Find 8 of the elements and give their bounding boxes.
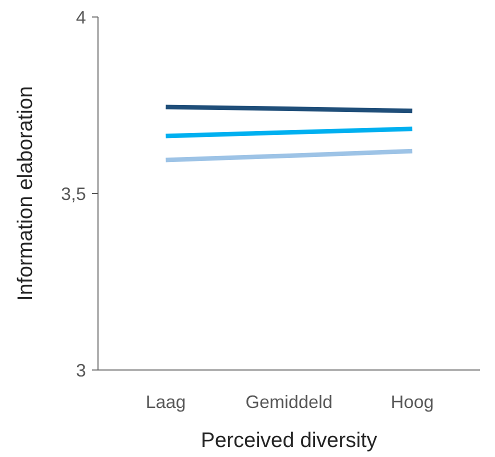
x-tick-label: Laag [146, 392, 186, 412]
y-tick-label: 3 [76, 360, 86, 380]
x-tick-label: Gemiddeld [245, 392, 333, 412]
y-tick-label: 4 [76, 7, 86, 28]
y-axis-title: Information elaboration [14, 86, 37, 301]
x-tick-label: Hoog [390, 392, 434, 412]
x-axis-title: Perceived diversity [200, 429, 378, 452]
y-tick-label: 3,5 [60, 184, 86, 204]
